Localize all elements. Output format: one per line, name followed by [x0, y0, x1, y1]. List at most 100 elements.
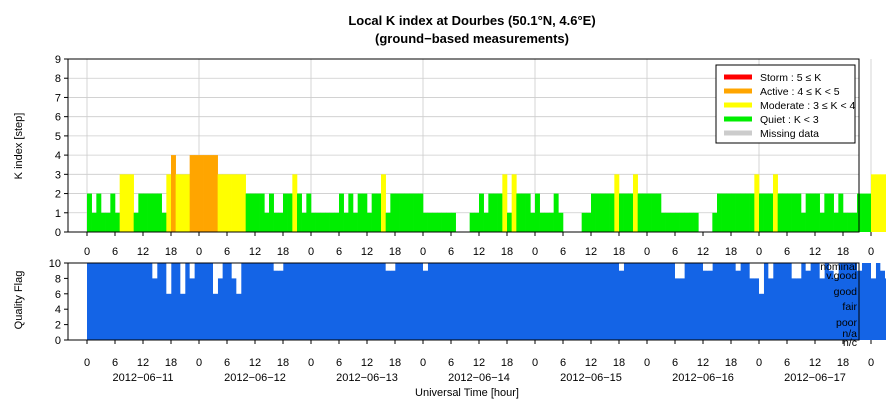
k-bar [535, 193, 540, 232]
k-xtick-label: 18 [277, 246, 289, 258]
k-bar [166, 174, 172, 232]
q-xtick-label: 18 [613, 357, 625, 369]
date-label: 2012−06−11 [113, 372, 174, 384]
k-bar [824, 193, 830, 232]
k-xtick-label: 12 [137, 246, 149, 258]
quality-flag-notch [829, 262, 834, 271]
q-frame [67, 262, 860, 341]
k-bar [432, 212, 438, 232]
k-bar [679, 212, 685, 232]
k-xtick-label: 0 [532, 246, 538, 258]
k-bar [395, 193, 400, 232]
k-bar [413, 193, 419, 232]
k-xtick-label: 18 [165, 246, 177, 258]
k-xtick-label: 0 [868, 246, 874, 258]
k-bar [208, 155, 214, 232]
k-bar [306, 193, 312, 232]
k-bar [124, 174, 130, 232]
q-xtick-label: 0 [196, 357, 202, 369]
k-bar [217, 174, 223, 232]
k-bar [87, 193, 92, 232]
k-bar [353, 212, 358, 232]
k-bar [581, 212, 587, 232]
x-axis-label: Universal Time [hour] [415, 387, 519, 399]
k-bar [339, 193, 344, 232]
k-bar [810, 193, 816, 232]
k-bar [791, 193, 797, 232]
q-xtick-label: 12 [361, 357, 373, 369]
k-xtick-label: 12 [697, 246, 709, 258]
k-bar [203, 155, 209, 232]
k-bar [437, 212, 442, 232]
k-bar [105, 212, 111, 232]
k-bar [287, 193, 293, 232]
quality-flag-notch [768, 262, 774, 279]
quality-flag-notch [423, 262, 428, 271]
quality-flag-notch [749, 262, 755, 279]
k-bar [754, 174, 760, 232]
k-bar [423, 212, 428, 232]
chart-title: Local K index at Dourbes (50.1°N, 4.6°E) [348, 13, 595, 28]
k-bar [549, 212, 554, 232]
date-label: 2012−06−17 [784, 372, 846, 384]
k-frame [67, 58, 860, 233]
k-bar [712, 212, 718, 232]
k-bar [693, 212, 699, 232]
k-bar [143, 193, 148, 232]
k-bar [507, 212, 512, 232]
q-xtick-label: 6 [560, 357, 566, 369]
k-bar [488, 193, 494, 232]
k-bar [586, 212, 592, 232]
k-bar [651, 193, 657, 232]
legend-label: Quiet : K < 3 [760, 114, 819, 126]
k-bar [623, 193, 629, 232]
q-xtick-label: 12 [809, 357, 821, 369]
k-bar [838, 193, 844, 232]
k-bar [390, 193, 396, 232]
k-bar [418, 193, 424, 232]
k-xtick-label: 6 [448, 246, 454, 258]
k-bar [866, 193, 872, 232]
k-bar [600, 193, 606, 232]
k-bar [749, 193, 755, 232]
k-bar [833, 212, 839, 232]
k-bar [768, 193, 774, 232]
quality-flag-label: v.good [826, 270, 857, 282]
k-bar [329, 212, 335, 232]
k-bar [633, 174, 638, 232]
k-bar [591, 193, 596, 232]
quality-flag-notch [805, 262, 811, 271]
q-xtick-label: 18 [837, 357, 849, 369]
k-bar [493, 193, 498, 232]
quality-flag-label: fair [842, 301, 857, 313]
k-bar [595, 193, 601, 232]
k-bar [311, 212, 316, 232]
k-bar [273, 212, 279, 232]
q-xtick-label: 18 [389, 357, 401, 369]
k-bar [283, 193, 288, 232]
k-bar [138, 193, 144, 232]
k-bar [805, 193, 811, 232]
k-bar [525, 193, 531, 232]
quality-flag-notch [735, 262, 741, 271]
q-xtick-label: 12 [249, 357, 261, 369]
k-bar [684, 212, 690, 232]
q-xtick-label: 0 [84, 357, 90, 369]
k-bar [852, 212, 858, 232]
q-ytick-label: 10 [49, 258, 61, 270]
k-bar [371, 193, 377, 232]
q-xtick-label: 18 [277, 357, 289, 369]
quality-flag-ylabel: Quality Flag [13, 271, 25, 330]
k-bar [119, 174, 125, 232]
k-bar [511, 174, 517, 232]
quality-flag-notch [213, 262, 218, 294]
k-bar [180, 174, 186, 232]
legend-label: Missing data [760, 128, 819, 140]
k-bar [726, 193, 732, 232]
k-xtick-label: 12 [361, 246, 373, 258]
quality-flag-label: n/a [842, 328, 857, 340]
quality-flag-notch [871, 262, 876, 279]
q-xtick-label: 12 [585, 357, 597, 369]
q-xtick-label: 0 [420, 357, 426, 369]
